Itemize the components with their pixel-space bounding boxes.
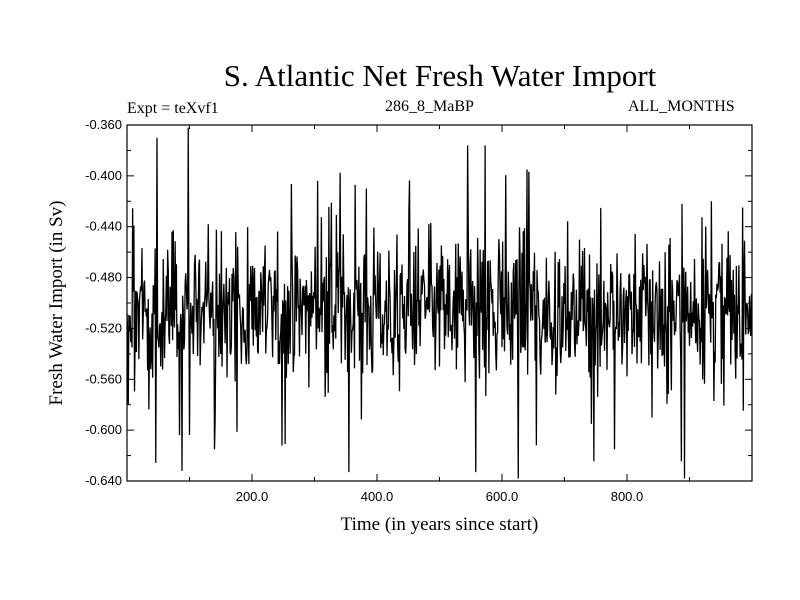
x-axis-title: Time (in years since start) [341,514,539,535]
y-axis-title: Fresh Water Import (in Sv) [46,201,67,406]
y-tick-label: -0.360 [85,117,122,132]
ticks-layer: -0.360 -0.400 -0.440 -0.480 -0.520 -0.560 -0.6… [85,117,752,504]
months-label: ALL_MONTHS [628,98,735,115]
y-tick-label: -0.520 [85,320,122,335]
y-tick-label: -0.600 [85,422,122,437]
y-tick-label: -0.560 [85,371,122,386]
chart-title: S. Atlantic Net Fresh Water Import [223,58,657,93]
x-tick-label: 400.0 [361,489,394,504]
series-line [126,127,753,479]
series-layer [126,127,753,479]
y-tick-label: -0.480 [85,270,122,285]
period-label: 286_8_MaBP [385,98,474,115]
y-tick-label: -0.400 [85,168,122,183]
experiment-label: Expt = teXvf1 [127,100,219,117]
y-tick-label: -0.440 [85,219,122,234]
x-tick-label: 200.0 [236,489,269,504]
x-tick-label: 800.0 [611,489,644,504]
x-tick-label: 600.0 [486,489,519,504]
plot-frame [126,124,753,482]
y-tick-label: -0.640 [85,473,122,488]
